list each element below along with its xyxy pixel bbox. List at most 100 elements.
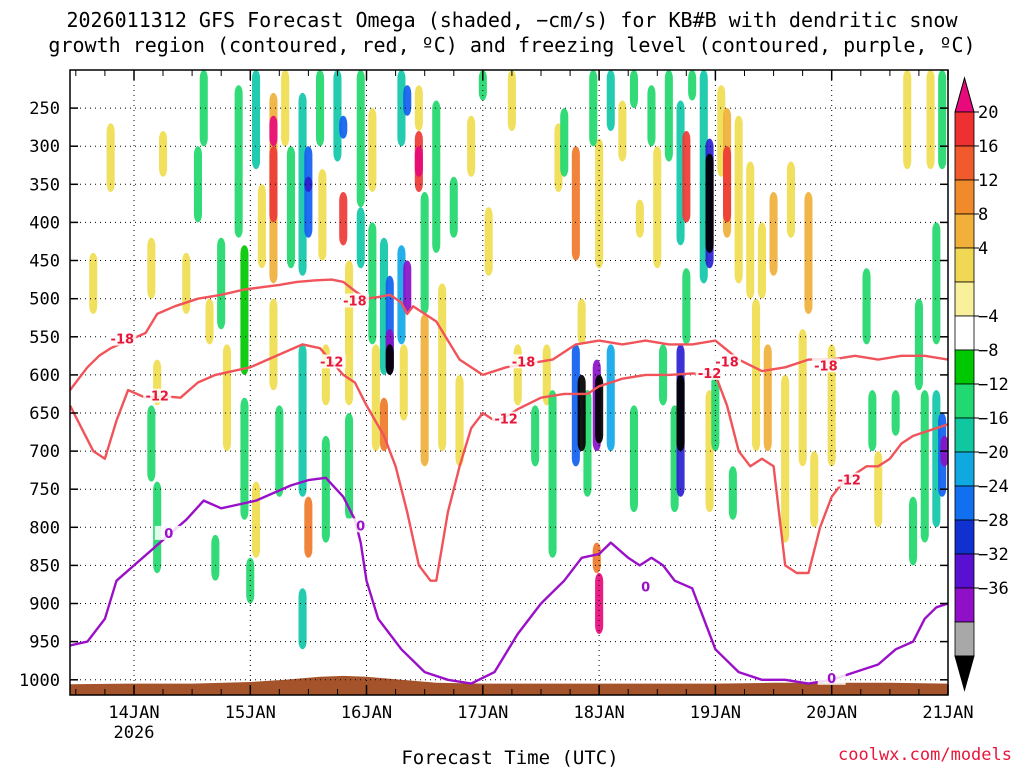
y-tick-label: 550 (29, 328, 60, 348)
omega-cell (926, 70, 935, 170)
contour-label: -18 (512, 355, 536, 370)
omega-cell (682, 131, 691, 223)
omega-cell (455, 374, 464, 467)
terrain (70, 675, 948, 695)
omega-cell (385, 344, 394, 375)
omega-cell (548, 390, 557, 558)
omega-cell (531, 405, 540, 467)
omega-cell (868, 390, 877, 452)
colorbar-segment (954, 553, 975, 589)
contour-label-bg (340, 293, 369, 308)
omega-cell (304, 176, 313, 192)
colorbar-segment (954, 587, 975, 623)
omega-cell (664, 70, 673, 162)
omega-cell (147, 405, 156, 482)
omega-cell (938, 70, 947, 170)
colorbar-segment (954, 519, 975, 555)
omega-cell (635, 199, 644, 238)
omega-cell (356, 207, 365, 269)
omega-cell (449, 176, 458, 238)
colorbar-segment (954, 655, 975, 692)
y-tick-label: 300 (29, 137, 60, 157)
x-tick-label: 14JAN (108, 703, 159, 723)
omega-cell (577, 298, 586, 345)
omega-cell (757, 222, 766, 299)
x-tick-label: 18JAN (574, 703, 625, 723)
omega-cell (298, 588, 307, 650)
omega-cell (507, 70, 516, 131)
omega-cell (298, 344, 307, 497)
y-tick-label: 400 (29, 213, 60, 233)
plot-frame (69, 69, 949, 696)
omega-cell (438, 283, 447, 452)
omega-cell (467, 115, 476, 177)
colorbar-label: −20 (978, 443, 1009, 463)
chart-title-line2: growth region (contoured, red, ºC) and f… (48, 33, 975, 57)
colorbar-segment (954, 621, 975, 657)
omega-cell (728, 466, 737, 520)
omega-cell (734, 115, 743, 284)
x-tick-label: 19JAN (690, 703, 741, 723)
contour-label: 0 (641, 580, 650, 595)
grid (70, 70, 948, 695)
omega-cell (240, 397, 249, 520)
y-tick-label: 750 (29, 480, 60, 500)
omega-cell (420, 313, 429, 467)
x-tick-label: 17JAN (457, 703, 508, 723)
omega-cell (606, 70, 615, 131)
colorbar-segment (954, 213, 975, 249)
contour-label: -12 (145, 390, 169, 405)
colorbar-segment (954, 111, 975, 147)
x-tick-sublabel: 2026 (114, 723, 155, 743)
x-tick-label: 20JAN (806, 703, 857, 723)
y-tick-label: 350 (29, 175, 60, 195)
omega-cell (577, 374, 586, 452)
contour-label-bg (509, 354, 538, 369)
omega-cell (629, 70, 638, 109)
omega-cell (903, 70, 912, 170)
colorbar-label: −24 (978, 477, 1009, 497)
omega-cell (920, 390, 929, 543)
omega-cell (182, 252, 191, 314)
omega-cell (414, 85, 423, 131)
contour-label: -18 (814, 359, 838, 374)
colorbar-label: −8 (978, 341, 998, 361)
omega-cell (399, 344, 408, 421)
contour-label-bg (492, 411, 521, 426)
y-axis: 250 300 350 400 450 500 550 600 650 700 750 800 850 9… (19, 99, 948, 691)
x-tick-label: 21JAN (922, 703, 973, 723)
contour-label: 0 (164, 527, 173, 542)
omega-cell (606, 344, 615, 452)
omega-cell (106, 123, 115, 192)
omega-cell (211, 534, 220, 581)
y-tick-label: 950 (29, 633, 60, 653)
y-tick-label: 450 (29, 252, 60, 272)
x-axis-label: Forecast Time (UTC) (401, 747, 618, 768)
omega-cell (595, 573, 604, 634)
colorbar-segment (954, 76, 975, 113)
omega-cell (368, 222, 377, 345)
omega-cell (205, 298, 214, 345)
contour-label-bg (817, 670, 846, 685)
contour-line-0 (70, 476, 948, 685)
colorbar-label: −4 (978, 307, 998, 327)
y-tick-label: 900 (29, 595, 60, 615)
omega-cell (798, 329, 807, 467)
omega-cell (589, 70, 598, 147)
colorbar-label: 8 (978, 205, 988, 225)
omega-cell (752, 298, 761, 452)
omega-cell (653, 146, 662, 269)
omega-cell (304, 146, 313, 238)
omega-cell (862, 268, 871, 345)
colorbar-segment (954, 485, 975, 521)
colorbar-label: −36 (978, 579, 1009, 599)
contour-label: 0 (827, 672, 836, 687)
colorbar-label: −16 (978, 409, 1009, 429)
contour-label: -18 (343, 295, 367, 310)
contour-label: 0 (356, 519, 365, 534)
y-tick-label: 700 (29, 442, 60, 462)
credit-text: coolwx.com/models (838, 745, 1012, 765)
omega-cell (420, 192, 429, 314)
y-tick-label: 500 (29, 290, 60, 310)
